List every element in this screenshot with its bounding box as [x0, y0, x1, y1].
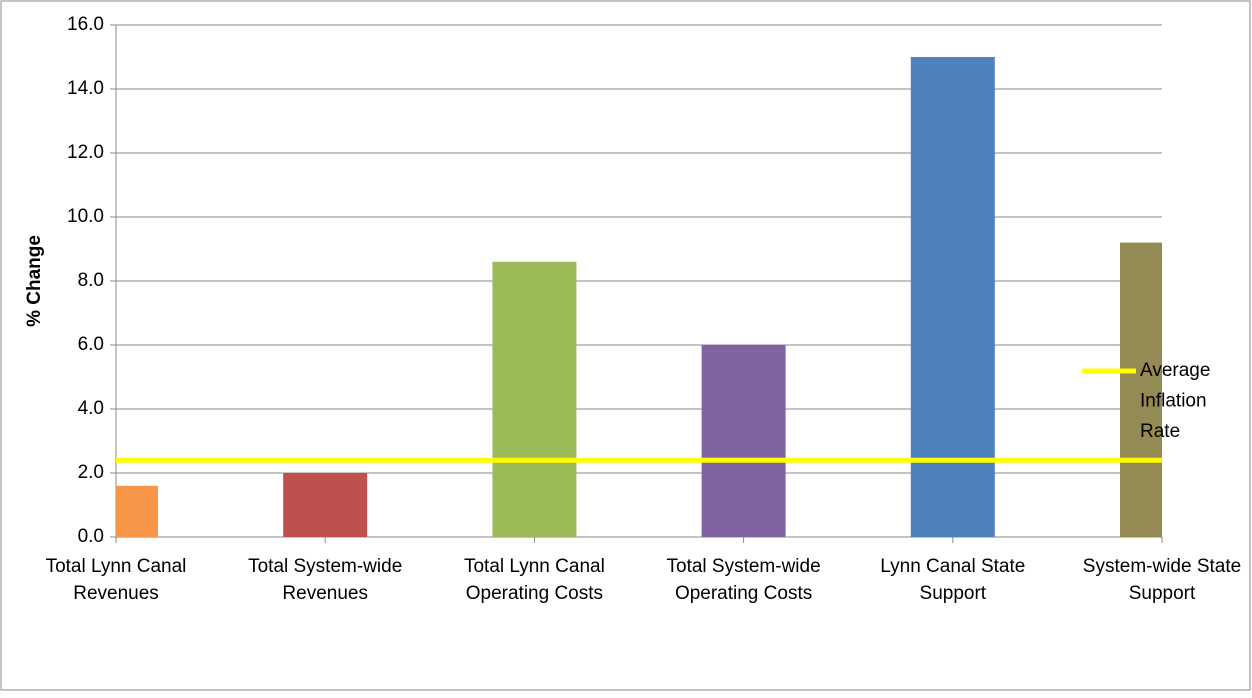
legend-label: Average Inflation Rate [1140, 360, 1210, 442]
bar [910, 57, 995, 537]
y-tick-label: 6.0 [78, 334, 104, 355]
x-tick-label: Total System-wide Operating Costs [666, 556, 821, 604]
x-tick-label: Lynn Canal State Support [880, 556, 1026, 604]
y-tick-label: 12.0 [67, 142, 104, 163]
y-tick-label: 16.0 [67, 14, 104, 35]
y-tick-label: 4.0 [78, 398, 104, 419]
bar [492, 261, 577, 537]
y-axis-label: % Change [24, 235, 45, 327]
y-tick-label: 10.0 [67, 206, 104, 227]
bar [1120, 242, 1162, 537]
bar [116, 485, 158, 537]
x-tick-label: Total Lynn Canal Operating Costs [463, 556, 605, 604]
bar [283, 473, 368, 537]
y-tick-label: 14.0 [67, 78, 104, 99]
bar [701, 345, 786, 537]
x-tick-label: System-wide State Support [1082, 556, 1242, 604]
y-tick-label: 2.0 [78, 462, 104, 483]
y-tick-label: 0.0 [78, 526, 104, 547]
x-tick-label: Total Lynn Canal Revenues [45, 556, 187, 604]
y-tick-label: 8.0 [78, 270, 104, 291]
x-tick-label: Total System-wide Revenues [248, 556, 403, 604]
